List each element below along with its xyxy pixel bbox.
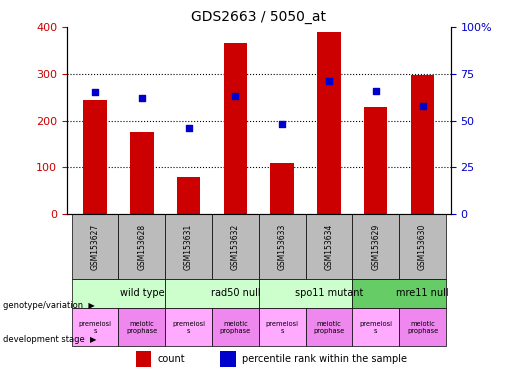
Bar xyxy=(72,279,165,308)
Bar xyxy=(212,214,259,279)
Bar xyxy=(136,351,151,367)
Text: premeiosi
s: premeiosi s xyxy=(172,321,205,334)
Text: development stage  ▶: development stage ▶ xyxy=(3,335,96,344)
Text: rad50 null: rad50 null xyxy=(211,288,260,298)
Bar xyxy=(165,214,212,279)
Bar xyxy=(118,214,165,279)
Text: meiotic
prophase: meiotic prophase xyxy=(220,321,251,334)
Point xyxy=(372,88,380,94)
Text: percentile rank within the sample: percentile rank within the sample xyxy=(242,354,406,364)
Bar xyxy=(352,308,399,346)
Bar xyxy=(224,43,247,214)
Text: count: count xyxy=(157,354,185,364)
Bar xyxy=(212,308,259,346)
Text: spo11 mutant: spo11 mutant xyxy=(295,288,363,298)
Text: meiotic
prophase: meiotic prophase xyxy=(126,321,158,334)
Bar xyxy=(317,31,340,214)
Bar xyxy=(177,177,200,214)
Bar xyxy=(305,214,352,279)
Bar xyxy=(270,163,294,214)
Bar xyxy=(305,308,352,346)
Text: mre11 null: mre11 null xyxy=(396,288,449,298)
Text: GSM153631: GSM153631 xyxy=(184,223,193,270)
Text: premeiosi
s: premeiosi s xyxy=(266,321,299,334)
Text: premeiosi
s: premeiosi s xyxy=(359,321,392,334)
Bar xyxy=(118,308,165,346)
Bar xyxy=(220,351,236,367)
Text: GSM153627: GSM153627 xyxy=(91,223,99,270)
Bar xyxy=(259,279,352,308)
Point xyxy=(325,78,333,84)
Bar xyxy=(352,279,446,308)
Text: GSM153629: GSM153629 xyxy=(371,223,380,270)
Point xyxy=(184,125,193,131)
Title: GDS2663 / 5050_at: GDS2663 / 5050_at xyxy=(191,10,327,25)
Bar xyxy=(130,132,153,214)
Bar xyxy=(72,308,118,346)
Text: GSM153630: GSM153630 xyxy=(418,223,427,270)
Text: wild type: wild type xyxy=(119,288,164,298)
Bar xyxy=(399,308,446,346)
Text: meiotic
prophase: meiotic prophase xyxy=(313,321,345,334)
Text: genotype/variation  ▶: genotype/variation ▶ xyxy=(3,301,94,310)
Bar xyxy=(259,214,305,279)
Bar xyxy=(83,99,107,214)
Text: GSM153633: GSM153633 xyxy=(278,223,287,270)
Text: GSM153632: GSM153632 xyxy=(231,223,240,270)
Bar xyxy=(364,106,387,214)
Point xyxy=(418,103,426,109)
Bar xyxy=(411,74,434,214)
Bar xyxy=(72,214,118,279)
Point xyxy=(278,121,286,127)
Bar xyxy=(165,279,259,308)
Bar xyxy=(352,214,399,279)
Text: premeiosi
s: premeiosi s xyxy=(78,321,112,334)
Text: GSM153634: GSM153634 xyxy=(324,223,334,270)
Point xyxy=(91,89,99,96)
Text: GSM153628: GSM153628 xyxy=(138,223,146,270)
Point xyxy=(231,93,239,99)
Bar xyxy=(399,214,446,279)
Text: meiotic
prophase: meiotic prophase xyxy=(407,321,438,334)
Point xyxy=(138,95,146,101)
Bar xyxy=(259,308,305,346)
Bar xyxy=(165,308,212,346)
